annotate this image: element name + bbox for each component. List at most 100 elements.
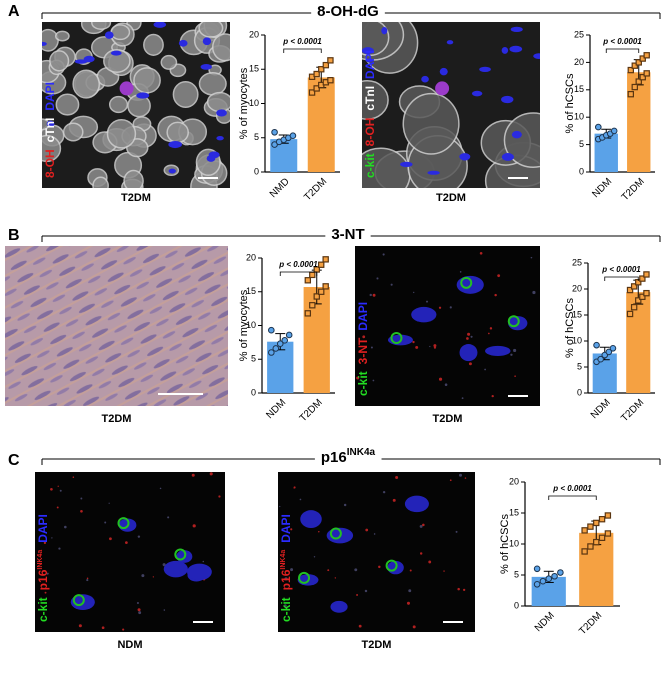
- data-point: [539, 577, 547, 585]
- y-axis-label: % of myocytes: [238, 289, 250, 361]
- speck: [491, 394, 494, 398]
- kit-cell: [329, 527, 342, 540]
- data-point: [639, 55, 646, 62]
- speck: [279, 505, 281, 508]
- speck: [468, 362, 472, 366]
- cell: [160, 54, 178, 70]
- speck: [426, 300, 429, 303]
- p-value: p < 0.0001: [282, 37, 322, 46]
- data-point: [268, 349, 275, 356]
- speck: [192, 524, 196, 528]
- cell: [92, 176, 109, 188]
- stain-name: cTnI: [43, 118, 57, 143]
- speck: [122, 628, 125, 631]
- stain-label: cTnI: [363, 86, 377, 111]
- title-bg: [311, 2, 385, 20]
- significance-bracket: [604, 276, 639, 281]
- stain-label: p16INK4a: [36, 550, 50, 591]
- nucleus: [479, 66, 491, 73]
- speck: [479, 251, 483, 255]
- speck: [152, 576, 154, 578]
- kit-cell: [174, 548, 187, 561]
- speck: [284, 577, 288, 581]
- speck: [104, 521, 107, 524]
- x-tick-label: NMD: [268, 176, 292, 200]
- data-point: [285, 331, 293, 339]
- data-point: [631, 62, 638, 69]
- stain-name: 8-OH: [363, 118, 377, 147]
- speck: [428, 560, 432, 564]
- speck: [218, 495, 221, 498]
- nucleus: [104, 31, 114, 39]
- nucleus: [202, 37, 212, 46]
- speck: [470, 335, 473, 338]
- nucleus: [439, 67, 448, 76]
- speck: [163, 609, 166, 611]
- significance-bracket: [605, 48, 640, 53]
- speck: [376, 277, 379, 280]
- cell: [106, 119, 137, 149]
- nucleus: [83, 55, 95, 63]
- data-point: [327, 57, 334, 64]
- data-point: [271, 128, 278, 136]
- speck: [438, 306, 442, 309]
- panel-label: C: [8, 452, 20, 469]
- data-point: [643, 289, 650, 297]
- kit-cell: [507, 315, 520, 328]
- p-value: p < 0.0001: [602, 37, 642, 46]
- data-point: [304, 277, 312, 284]
- speck: [378, 565, 381, 569]
- speck: [334, 577, 337, 579]
- y-tick-label: 25: [572, 257, 582, 267]
- y-tick-label: 15: [572, 309, 582, 319]
- data-point: [313, 85, 320, 92]
- y-axis-label: % of hCSCs: [499, 514, 511, 574]
- kit-cell: [385, 559, 398, 572]
- speck: [290, 568, 294, 572]
- speck: [372, 379, 375, 382]
- y-tick-label: 20: [574, 57, 584, 67]
- cell: [211, 33, 230, 62]
- y-tick-label: 15: [509, 507, 519, 517]
- nucleus: [153, 22, 167, 28]
- speck: [43, 541, 47, 545]
- y-axis-label: % of myocytes: [238, 67, 250, 139]
- kit-cell: [460, 276, 473, 289]
- nucleus: [168, 168, 176, 174]
- bar: [303, 287, 330, 393]
- cell: [42, 28, 59, 52]
- y-tick-label: 10: [249, 98, 259, 108]
- bar: [626, 292, 651, 393]
- cell: [166, 121, 189, 144]
- data-point: [594, 123, 602, 131]
- x-tick-label: NDM: [264, 397, 288, 421]
- nucleus: [471, 90, 483, 97]
- cell: [362, 80, 389, 120]
- data-point: [604, 530, 612, 537]
- y-tick-label: 5: [577, 361, 582, 371]
- speck: [125, 541, 128, 545]
- speck: [449, 306, 452, 309]
- speck: [101, 626, 105, 630]
- cell: [198, 71, 227, 96]
- stain-label: cTnI: [43, 118, 57, 143]
- speck: [382, 253, 385, 256]
- speck: [46, 572, 49, 575]
- micrograph-bg: [278, 472, 475, 632]
- y-tick-label: 5: [254, 132, 259, 142]
- data-point: [304, 310, 312, 317]
- speck: [409, 569, 412, 572]
- speck: [449, 479, 452, 482]
- speck: [57, 485, 59, 487]
- speck: [293, 486, 296, 489]
- stain-label: c-kit: [356, 371, 370, 396]
- stain-label: 3-NT: [356, 337, 370, 364]
- cell: [49, 50, 70, 72]
- data-point: [318, 288, 325, 295]
- nucleus: [400, 161, 413, 167]
- stain-name: c-kit: [363, 153, 377, 178]
- speck: [390, 283, 393, 286]
- speck: [78, 624, 82, 628]
- speck: [408, 589, 412, 593]
